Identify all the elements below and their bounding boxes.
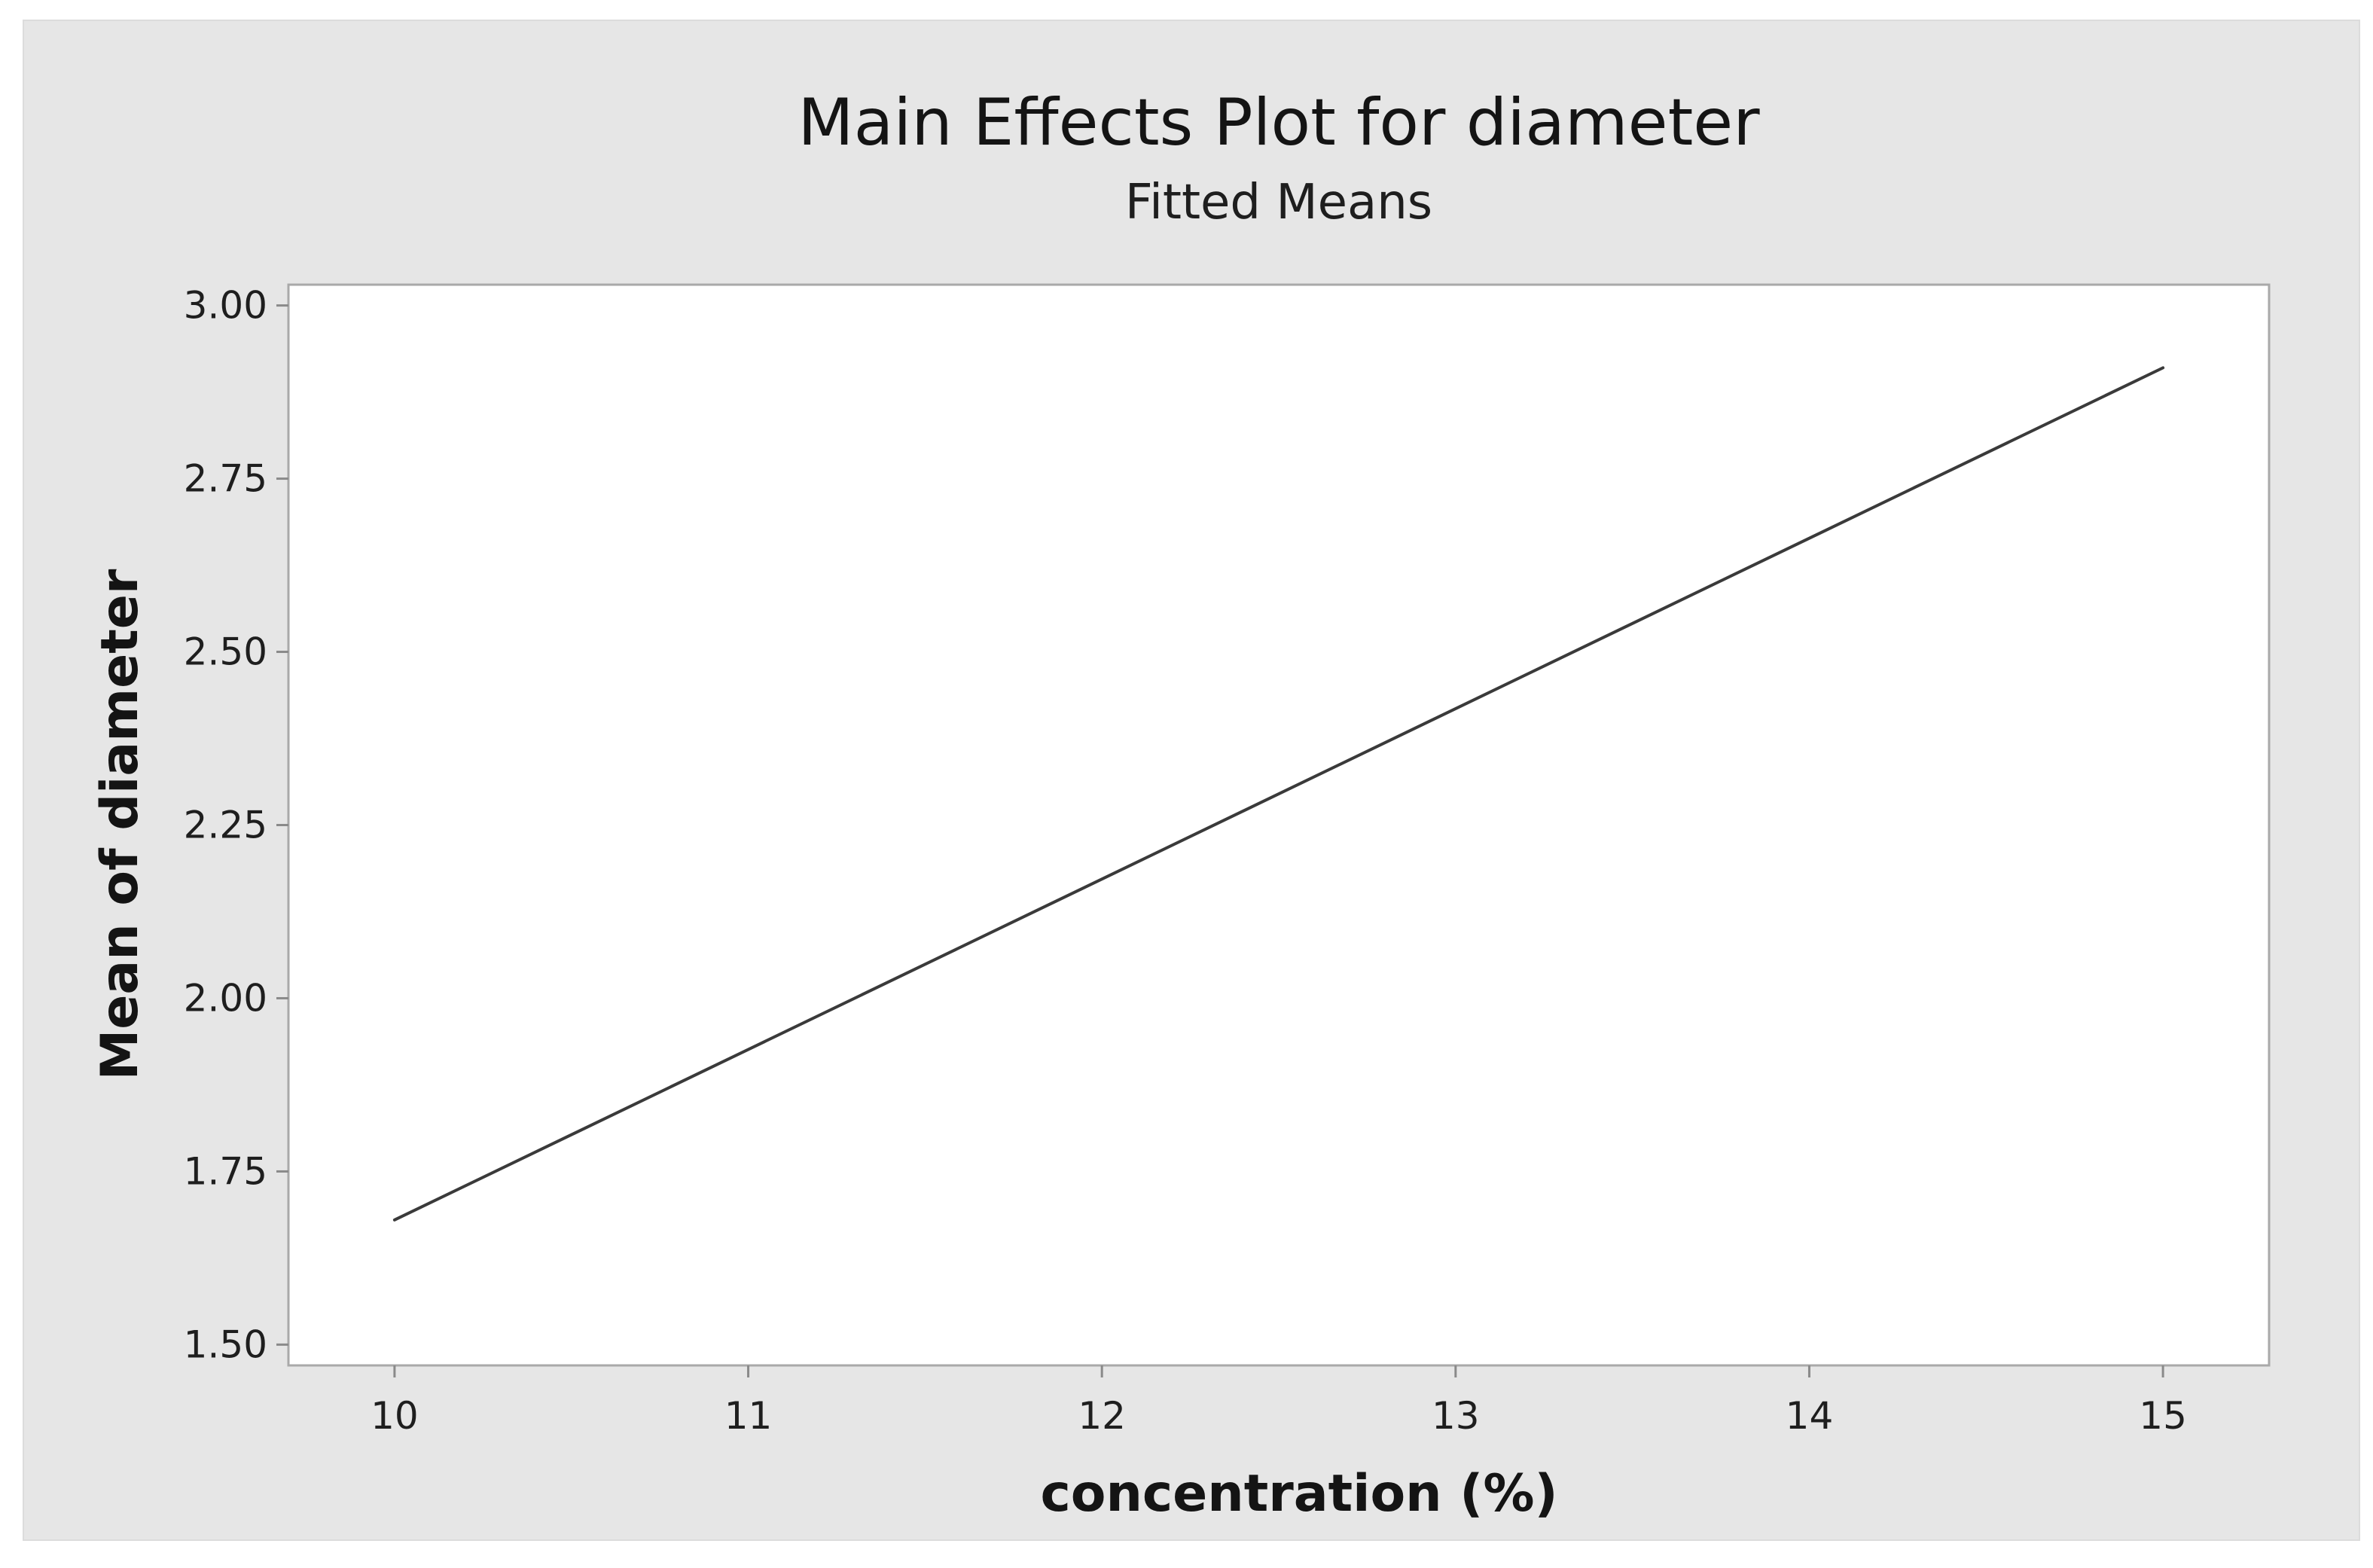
x-tick-label: 12 (1078, 1394, 1126, 1438)
series-line (392, 366, 2165, 1222)
series-layer (392, 366, 2165, 1222)
x-axis-label: concentration (%) (1040, 1464, 1557, 1524)
x-tick-label: 14 (1786, 1394, 1834, 1438)
chart-subtitle: Fitted Means (1125, 175, 1432, 230)
y-tick-label: 2.25 (184, 804, 267, 847)
x-tick-label: 15 (2139, 1394, 2187, 1438)
y-tick-label: 3.00 (184, 284, 267, 328)
x-tick-label: 13 (1432, 1394, 1480, 1438)
plot-area (287, 283, 2271, 1367)
chart-title: Main Effects Plot for diameter (798, 85, 1760, 160)
y-axis: 1.50 1.75 2.00 2.25 2.50 2.75 3.00 (184, 284, 288, 1366)
y-tick-label: 2.75 (184, 457, 267, 501)
y-axis-label: Mean of diameter (90, 569, 150, 1080)
x-tick-label: 10 (371, 1394, 419, 1438)
y-tick-label: 2.50 (184, 630, 267, 674)
y-tick-label: 1.50 (184, 1322, 267, 1366)
y-tick-label: 1.75 (184, 1149, 267, 1193)
x-axis: 10 11 12 13 14 15 (371, 1365, 2187, 1438)
x-tick-label: 11 (724, 1394, 773, 1438)
y-tick-label: 2.00 (184, 976, 267, 1020)
